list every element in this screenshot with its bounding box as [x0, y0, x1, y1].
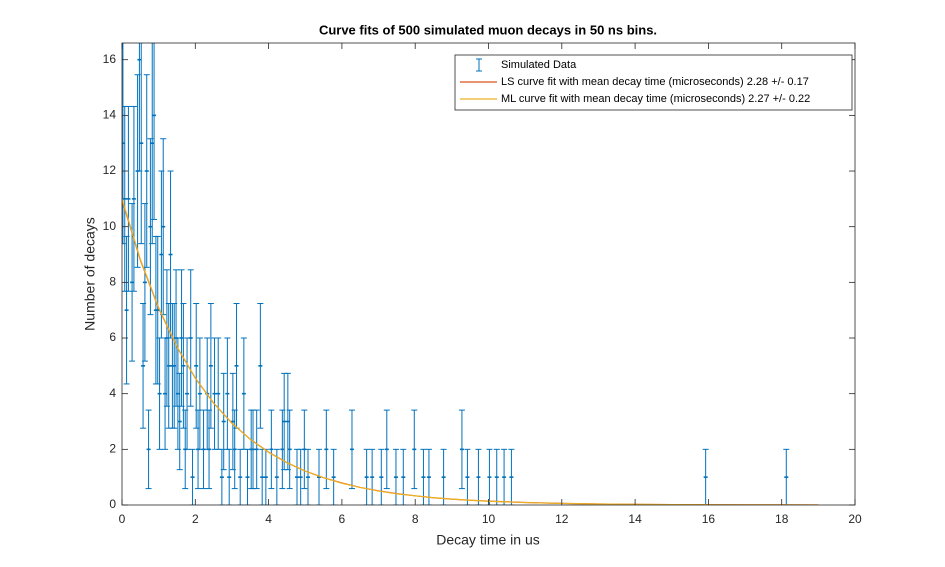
error-bar: [145, 409, 152, 490]
error-bar: [458, 409, 465, 490]
error-bar: [196, 337, 203, 450]
x-tick-label: 14: [628, 512, 642, 526]
x-tick-label: 16: [702, 512, 716, 526]
y-tick-label: 0: [109, 497, 116, 511]
error-bar: [206, 409, 213, 490]
x-tick-label: 20: [848, 512, 862, 526]
error-bar: [279, 409, 286, 490]
fit-line: [122, 198, 819, 505]
error-bar: [348, 409, 355, 490]
error-bar: [253, 409, 260, 490]
y-tick-label: 16: [103, 52, 117, 66]
error-bar: [464, 448, 471, 505]
error-bar: [425, 448, 432, 505]
error-bar: [369, 448, 376, 505]
error-bar: [501, 448, 508, 505]
y-tick-label: 2: [109, 442, 116, 456]
x-tick-label: 2: [192, 512, 199, 526]
error-bar: [392, 448, 399, 505]
error-bar: [257, 303, 264, 429]
error-bar: [122, 105, 128, 292]
error-bar: [400, 448, 407, 505]
chart-title: Curve fits of 500 simulated muon decays …: [319, 22, 657, 37]
legend-label: ML curve fit with mean decay time (micro…: [501, 93, 810, 105]
error-bar: [273, 448, 280, 505]
x-tick-label: 12: [555, 512, 569, 526]
error-bar: [125, 105, 132, 292]
error-bar: [286, 409, 293, 490]
y-tick-label: 8: [109, 275, 116, 289]
plot-area: [122, 43, 855, 505]
legend-label: LS curve fit with mean decay time (micro…: [501, 76, 809, 88]
error-bar: [143, 74, 150, 268]
error-bar: [508, 448, 515, 505]
error-bar: [702, 448, 709, 505]
legend: Simulated Data LS curve fit with mean dec…: [454, 54, 853, 111]
data-layer: [122, 43, 819, 505]
error-bar: [220, 372, 227, 471]
y-axis-label: Number of decays: [82, 217, 98, 331]
error-bar: [304, 448, 311, 505]
x-tick-label: 10: [482, 512, 496, 526]
error-bar: [130, 105, 137, 292]
error-bar: [411, 409, 418, 490]
error-bar: [323, 409, 330, 490]
x-tick-label: 6: [339, 512, 346, 526]
error-bar: [378, 448, 385, 505]
error-bar: [486, 448, 493, 505]
error-bar: [226, 448, 233, 505]
legend-box: [454, 54, 853, 111]
x-axis-label: Decay time in us: [436, 532, 539, 548]
legend-label: Simulated Data: [501, 59, 577, 71]
error-bar: [189, 448, 196, 505]
error-bar: [330, 448, 337, 505]
error-bar: [420, 448, 427, 505]
error-bar: [475, 448, 482, 505]
error-bar: [171, 303, 178, 429]
error-bar: [383, 409, 390, 490]
x-tick-label: 18: [775, 512, 789, 526]
error-bar: [180, 303, 187, 429]
x-tick-label: 0: [119, 512, 126, 526]
error-bar: [207, 303, 214, 429]
error-bar: [783, 448, 790, 505]
error-bar: [493, 448, 500, 505]
x-tick-label: 4: [265, 512, 272, 526]
y-tick-label: 10: [103, 219, 117, 233]
y-tick-label: 12: [103, 163, 117, 177]
error-bar: [268, 409, 275, 490]
y-tick-label: 6: [109, 330, 116, 344]
error-bar: [187, 269, 194, 407]
error-bar: [151, 43, 158, 220]
x-tick-label: 8: [412, 512, 419, 526]
error-bar: [440, 448, 447, 505]
error-bar: [363, 448, 370, 505]
y-tick-label: 14: [103, 108, 117, 122]
y-tick-label: 4: [109, 386, 116, 400]
error-bar: [138, 43, 145, 245]
